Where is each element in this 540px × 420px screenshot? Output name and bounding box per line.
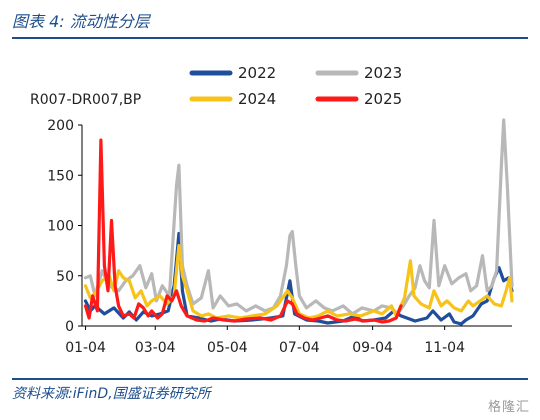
x-tick-label: 05-04 xyxy=(207,340,248,356)
series-line-2023 xyxy=(83,118,514,316)
series-lines xyxy=(83,118,514,326)
y-tick-label: 0 xyxy=(65,319,74,335)
figure-title: 图表 4: 流动性分层 xyxy=(12,12,150,31)
series-line-2025 xyxy=(83,138,403,324)
x-tick-label: 03-04 xyxy=(135,340,176,356)
title-rule xyxy=(12,37,528,39)
x-tick-label: 09-04 xyxy=(352,340,393,356)
legend-label-2023: 2023 xyxy=(364,64,402,82)
y-tick-label: 50 xyxy=(56,269,74,285)
legend: 2022 2023 2024 2025 xyxy=(189,64,402,108)
x-tick-label: 01-04 xyxy=(65,340,106,356)
x-tick-label: 07-04 xyxy=(279,340,320,356)
y-tick-label: 100 xyxy=(47,219,74,235)
legend-label-2024: 2024 xyxy=(238,90,276,108)
legend-label-2022: 2022 xyxy=(238,64,276,82)
series-line-2024 xyxy=(83,244,514,320)
source-note: 资料来源:iFinD,国盛证券研究所 xyxy=(12,386,211,402)
watermark-logo: 格隆汇 xyxy=(487,400,530,415)
y-tick-label: 200 xyxy=(47,118,74,134)
y-axis-label: R007-DR007,BP xyxy=(30,92,141,108)
source-rule xyxy=(12,378,528,380)
legend-label-2025: 2025 xyxy=(364,90,402,108)
liquidity-chart: 0 50 100 150 200 01-04 03-04 05-04 07-04 09-04 11-… xyxy=(30,64,514,356)
x-tick-label: 11-04 xyxy=(424,340,465,356)
y-tick-label: 150 xyxy=(47,168,74,184)
axes: 0 50 100 150 200 01-04 03-04 05-04 07-04 09-04 11-… xyxy=(47,118,512,356)
